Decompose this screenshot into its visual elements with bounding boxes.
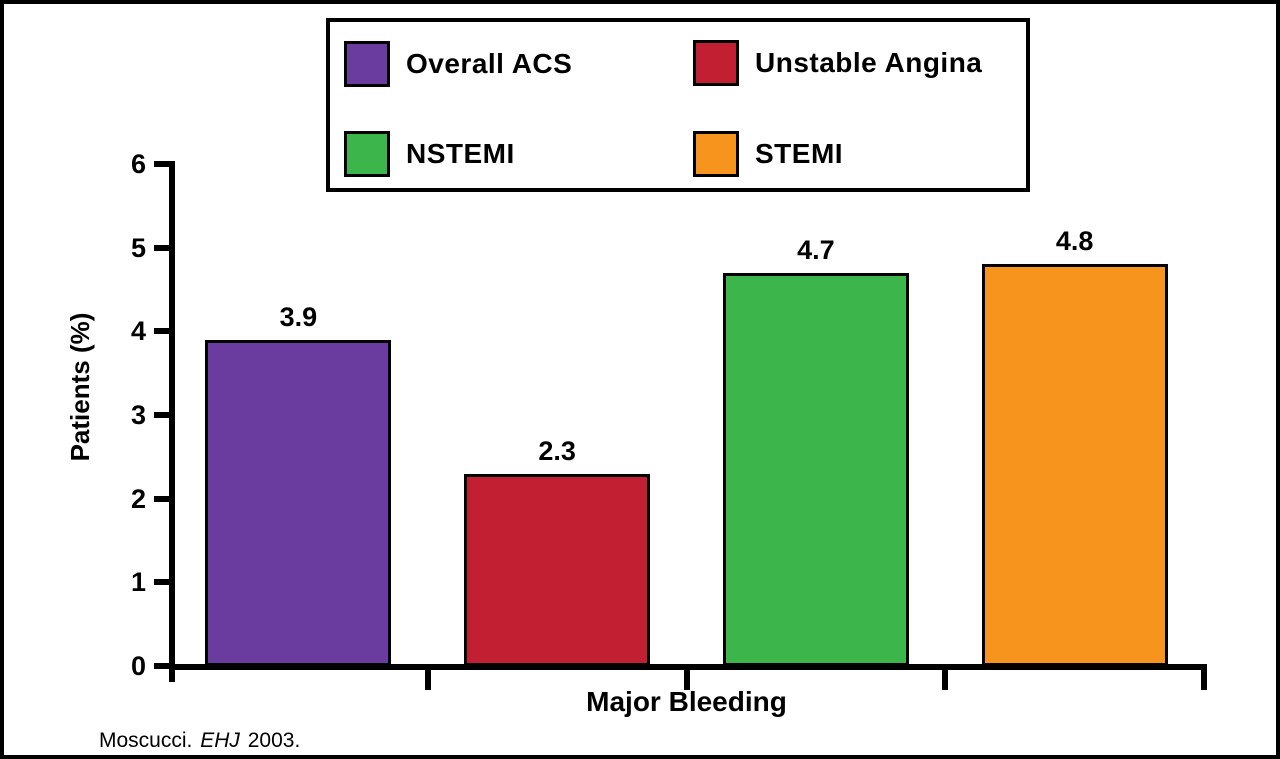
y-axis-tick-5 <box>154 244 169 251</box>
y-axis-tick-label-5: 5 <box>130 232 146 263</box>
bar-unstable-angina <box>464 473 651 666</box>
citation-author: Moscucci. <box>99 729 193 752</box>
x-axis-tick-3 <box>942 664 949 690</box>
stemi-swatch-icon <box>693 131 739 177</box>
bar-value-label-stemi: 4.8 <box>1055 226 1094 257</box>
y-axis-tick-label-2: 2 <box>130 483 146 514</box>
legend: Overall ACS Unstable Angina NSTEMI STEMI <box>326 18 1030 192</box>
x-axis-tick-1 <box>424 664 431 690</box>
y-axis-tick-label-3: 3 <box>130 400 146 430</box>
y-axis-tick-label-6: 6 <box>130 149 146 179</box>
y-axis-tick-6 <box>154 161 169 167</box>
y-axis-tick-4 <box>154 328 169 335</box>
bar-value-label-unstable-angina: 2.3 <box>538 435 576 466</box>
citation-year: 2003. <box>247 729 301 752</box>
overall-acs-swatch-icon <box>344 41 390 87</box>
y-axis-tick-label-0: 0 <box>130 651 146 681</box>
x-axis-tick-4 <box>1201 664 1207 690</box>
legend-label-overall-acs: Overall ACS <box>406 48 573 79</box>
legend-item-stemi: STEMI <box>693 131 843 177</box>
y-axis-tick-2 <box>154 495 169 502</box>
bar-overall-acs <box>205 339 392 666</box>
y-axis-tick-label-1: 1 <box>130 567 146 598</box>
legend-label-unstable-angina: Unstable Angina <box>755 47 983 78</box>
citation-journal: EHJ <box>200 729 240 752</box>
bar-nstemi <box>722 272 909 666</box>
legend-item-unstable-angina: Unstable Angina <box>693 40 982 86</box>
legend-label-stemi: STEMI <box>755 138 844 169</box>
bar-value-label-overall-acs: 3.9 <box>279 301 318 332</box>
legend-item-overall-acs: Overall ACS <box>344 41 572 87</box>
y-axis-tick-3 <box>154 412 169 418</box>
y-axis-tick-1 <box>154 579 169 586</box>
legend-item-nstemi: NSTEMI <box>344 131 515 177</box>
citation: Moscucci. EHJ 2003. <box>99 729 300 753</box>
bar-value-label-nstemi: 4.7 <box>797 234 835 265</box>
unstable-angina-swatch-icon <box>693 40 739 86</box>
x-axis-title: Major Bleeding <box>586 686 787 717</box>
x-axis-tick-2 <box>683 664 690 690</box>
y-axis-line <box>169 161 175 682</box>
y-axis-tick-label-4: 4 <box>130 316 146 347</box>
nstemi-swatch-icon <box>344 131 390 177</box>
legend-label-nstemi: NSTEMI <box>406 138 515 169</box>
bar-stemi <box>981 264 1168 666</box>
y-axis-tick-0 <box>154 663 169 669</box>
